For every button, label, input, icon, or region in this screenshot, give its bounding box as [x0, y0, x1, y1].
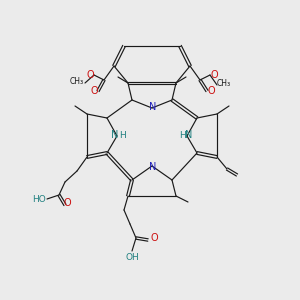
- Text: HO: HO: [32, 194, 46, 203]
- Text: OH: OH: [125, 253, 139, 262]
- Text: O: O: [86, 70, 94, 80]
- Text: CH₃: CH₃: [217, 80, 231, 88]
- Text: N: N: [185, 130, 193, 140]
- Text: CH₃: CH₃: [70, 77, 84, 86]
- Text: H: H: [178, 130, 185, 140]
- Text: O: O: [150, 233, 158, 243]
- Text: O: O: [63, 198, 71, 208]
- Text: H: H: [118, 130, 125, 140]
- Text: N: N: [149, 162, 157, 172]
- Text: N: N: [111, 130, 119, 140]
- Text: O: O: [90, 86, 98, 96]
- Text: N: N: [149, 102, 157, 112]
- Text: O: O: [210, 70, 218, 80]
- Text: O: O: [207, 86, 215, 96]
